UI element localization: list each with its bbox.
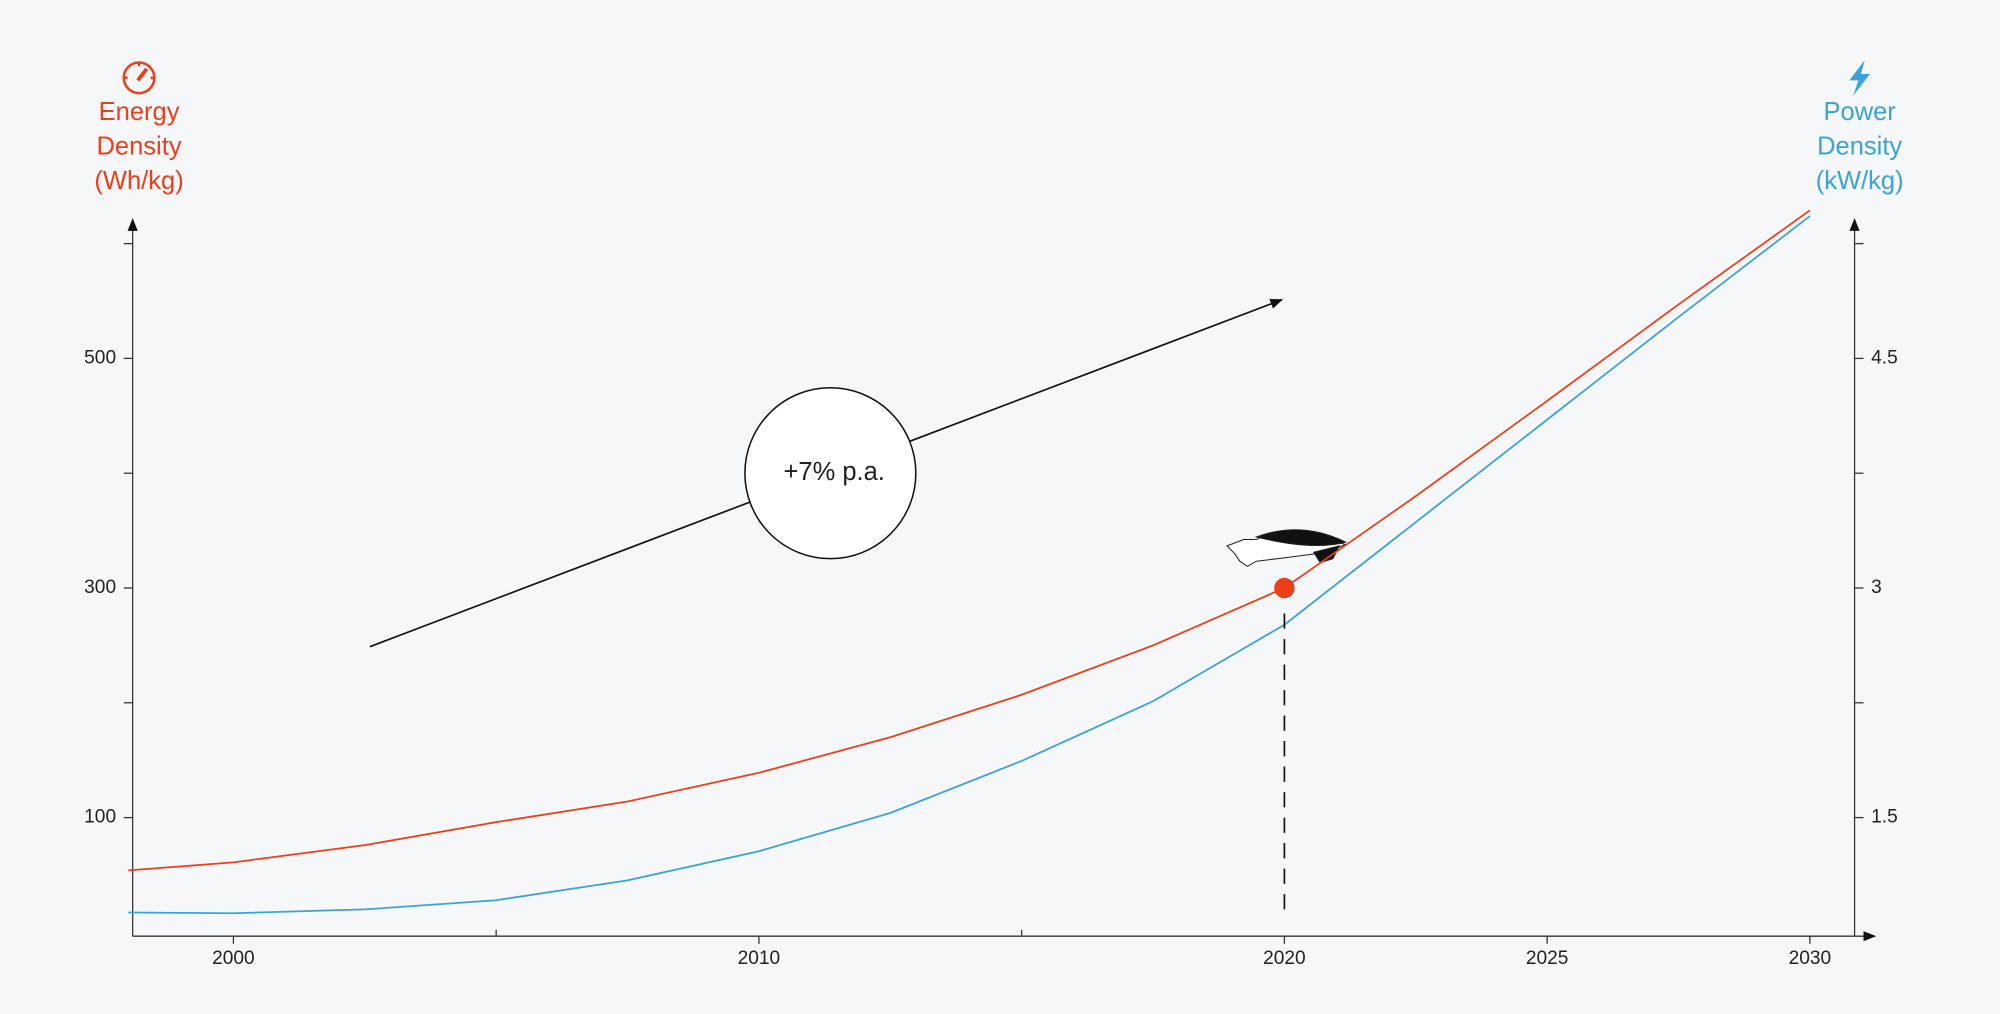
annotation-circle: [744, 386, 917, 560]
series-line: [128, 215, 1811, 915]
power-icon: [1849, 59, 1870, 96]
x-tick-label: 2010: [738, 948, 781, 969]
series-line: [128, 209, 1811, 872]
x-tick-label: 2030: [1789, 948, 1832, 969]
y2-axis-label: Power Density (kW/kg): [1815, 98, 1904, 196]
y2-axis-label-box: Power Density (kW/kg): [1815, 98, 1904, 196]
y2-tick-label: 4.5: [1871, 347, 1898, 368]
energy-icon: [122, 61, 156, 95]
y-tick-label: 300: [84, 577, 116, 598]
x-tick-label: 2025: [1526, 948, 1569, 969]
annotation: +7% p.a.: [784, 458, 885, 486]
y2-tick-label: 3: [1871, 577, 1882, 598]
y-tick-label: 500: [84, 347, 116, 368]
x-tick-label: 2000: [212, 948, 255, 969]
y-axis-label-box: Energy Density (Wh/kg): [94, 98, 184, 196]
aircraft-icon: [1226, 529, 1348, 567]
y2-tick-label: 1.5: [1871, 807, 1898, 828]
x-tick-label: 2020: [1263, 948, 1306, 969]
y-tick-label: 100: [84, 807, 116, 828]
highlight-point: [1274, 577, 1295, 599]
y-axis-label: Energy Density (Wh/kg): [94, 98, 184, 196]
